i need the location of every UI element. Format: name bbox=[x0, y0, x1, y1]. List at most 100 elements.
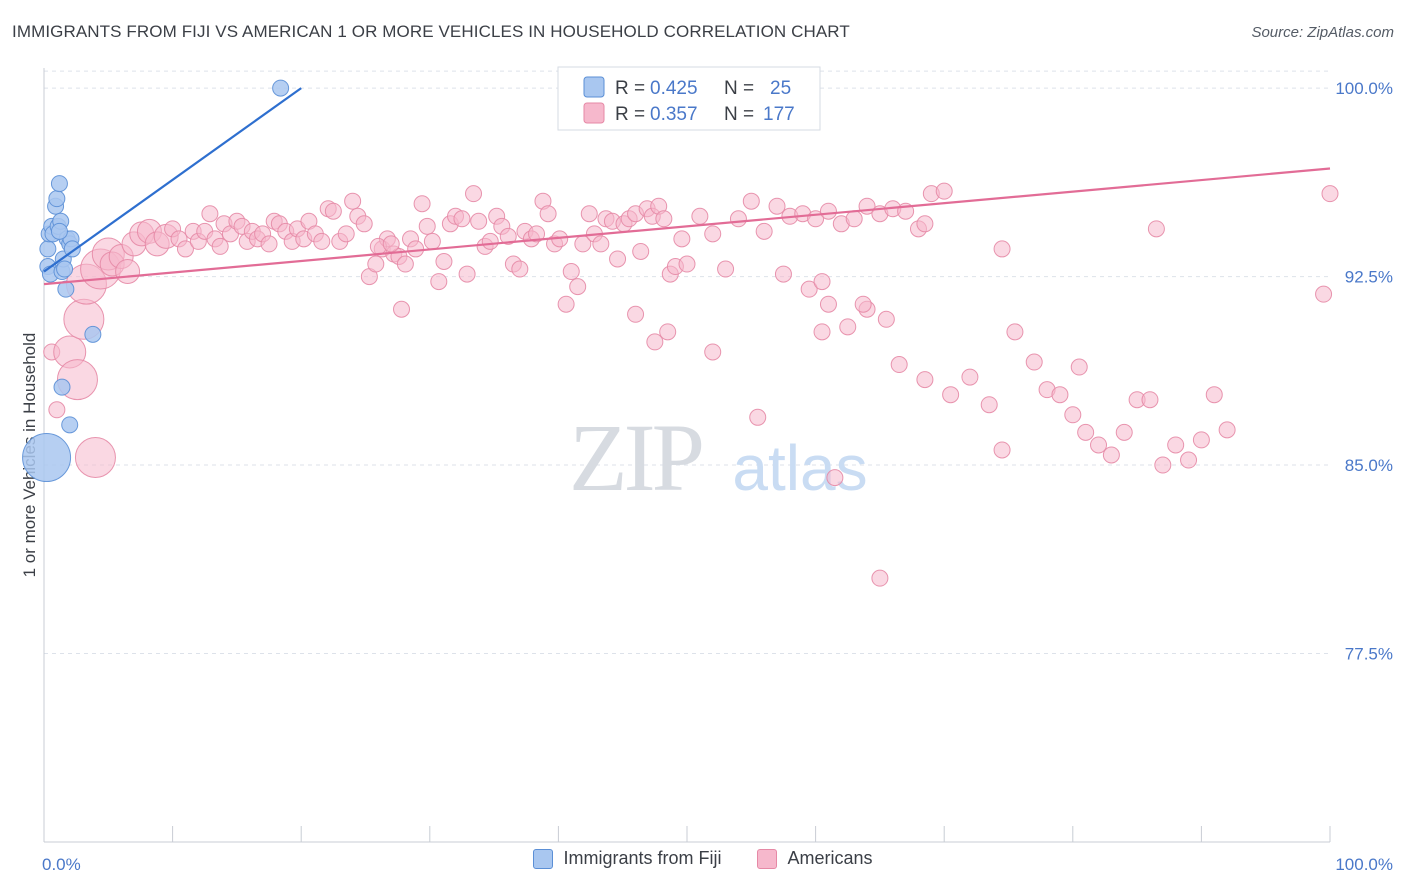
americans-point bbox=[430, 273, 448, 291]
fiji-point bbox=[56, 260, 74, 278]
americans-point bbox=[453, 210, 471, 228]
americans-point bbox=[337, 225, 355, 243]
americans-point bbox=[423, 232, 441, 250]
americans-point bbox=[877, 310, 895, 328]
americans-point bbox=[1051, 386, 1069, 404]
americans-trendline bbox=[43, 167, 1331, 286]
americans-point bbox=[176, 240, 194, 258]
watermark: ZIP atlas bbox=[569, 404, 868, 511]
americans-point bbox=[627, 305, 645, 323]
americans-point bbox=[742, 192, 760, 210]
fiji-point bbox=[22, 433, 72, 483]
fiji-point bbox=[84, 325, 102, 343]
americans-point bbox=[211, 237, 229, 255]
bottom-legend-label-americans: Americans bbox=[787, 848, 873, 868]
tick-label-layer: 77.5% 85.0% 92.5% 100.0% 0.0% 100.0% bbox=[42, 79, 1393, 874]
legend-r-label-fiji: R = bbox=[615, 78, 645, 99]
americans-point bbox=[499, 227, 517, 245]
americans-point bbox=[1147, 220, 1165, 238]
americans-point bbox=[511, 260, 529, 278]
americans-point bbox=[592, 235, 610, 253]
grid-layer bbox=[44, 70, 1330, 655]
americans-point bbox=[557, 295, 575, 313]
americans-point bbox=[1102, 446, 1120, 464]
watermark-zip: ZIP bbox=[569, 404, 702, 511]
legend-n-label-americans: N = bbox=[724, 104, 754, 125]
americans-point bbox=[324, 202, 342, 220]
legend-n-label-fiji: N = bbox=[724, 78, 754, 99]
americans-point bbox=[393, 300, 411, 318]
americans-point bbox=[916, 215, 934, 233]
americans-point bbox=[993, 240, 1011, 258]
legend-n-value-americans: 177 bbox=[763, 104, 795, 125]
americans-point bbox=[1070, 358, 1088, 376]
americans-point bbox=[691, 207, 709, 225]
fiji-point bbox=[39, 240, 57, 258]
americans-point bbox=[407, 240, 425, 258]
x-tick-label: 100.0% bbox=[1335, 855, 1393, 874]
legend-n-value-fiji: 25 bbox=[770, 78, 791, 99]
americans-point bbox=[1167, 436, 1185, 454]
americans-point bbox=[396, 255, 414, 273]
americans-point bbox=[961, 368, 979, 386]
fiji-point bbox=[272, 79, 290, 97]
fiji-point bbox=[50, 175, 68, 193]
americans-point bbox=[1321, 185, 1339, 203]
americans-point bbox=[1025, 353, 1043, 371]
legend-swatch-fiji bbox=[583, 76, 605, 98]
americans-point bbox=[580, 205, 598, 223]
americans-point bbox=[1192, 431, 1210, 449]
americans-point bbox=[569, 278, 587, 296]
legend-r-value-fiji: 0.425 bbox=[650, 78, 698, 99]
bottom-legend-swatch-americans bbox=[757, 848, 778, 869]
americans-point bbox=[942, 386, 960, 404]
americans-point bbox=[367, 255, 385, 273]
americans-point bbox=[632, 242, 650, 260]
americans-point bbox=[819, 295, 837, 313]
americans-point bbox=[1154, 456, 1172, 474]
americans-point bbox=[659, 323, 677, 341]
americans-point bbox=[704, 343, 722, 361]
americans-point bbox=[48, 401, 66, 419]
americans-point bbox=[562, 263, 580, 281]
americans-point bbox=[819, 202, 837, 220]
y-tick-label: 100.0% bbox=[1335, 79, 1393, 98]
americans-point bbox=[755, 222, 773, 240]
chart-source: Source: ZipAtlas.com bbox=[1251, 24, 1394, 41]
americans-point bbox=[916, 371, 934, 389]
americans-point bbox=[749, 408, 767, 426]
bottom-legend-item-fiji: Immigrants from Fiji bbox=[533, 848, 721, 869]
americans-point bbox=[1064, 406, 1082, 424]
americans-point bbox=[74, 437, 116, 479]
americans-point bbox=[435, 253, 453, 270]
americans-point bbox=[1141, 391, 1159, 409]
y-tick-label: 85.0% bbox=[1345, 456, 1393, 475]
americans-point bbox=[382, 235, 400, 253]
americans-point bbox=[871, 569, 889, 587]
americans-point bbox=[646, 333, 664, 351]
americans-point bbox=[993, 441, 1011, 459]
americans-point bbox=[1180, 451, 1198, 469]
fiji-point bbox=[61, 416, 79, 434]
americans-point bbox=[826, 469, 844, 487]
legend-box: R = 0.425 N = 25 R = 0.357 N = 177 bbox=[557, 66, 821, 131]
americans-point bbox=[1315, 285, 1333, 303]
americans-point bbox=[481, 232, 499, 250]
americans-point bbox=[1218, 421, 1236, 439]
americans-point bbox=[413, 195, 431, 213]
bottom-legend-swatch-fiji bbox=[533, 848, 554, 869]
americans-point bbox=[201, 205, 219, 223]
bottom-legend-label-fiji: Immigrants from Fiji bbox=[563, 848, 722, 868]
fiji-point bbox=[48, 190, 66, 208]
americans-point bbox=[313, 232, 331, 250]
x-tick-label: 0.0% bbox=[42, 855, 81, 874]
fiji-trendline bbox=[43, 87, 302, 273]
americans-point bbox=[839, 318, 857, 336]
americans-point bbox=[539, 205, 557, 223]
trend-layer bbox=[43, 87, 1331, 286]
americans-point bbox=[980, 396, 998, 414]
legend-r-value-americans: 0.357 bbox=[650, 104, 698, 125]
americans-point bbox=[528, 225, 546, 243]
americans-point bbox=[768, 197, 786, 215]
